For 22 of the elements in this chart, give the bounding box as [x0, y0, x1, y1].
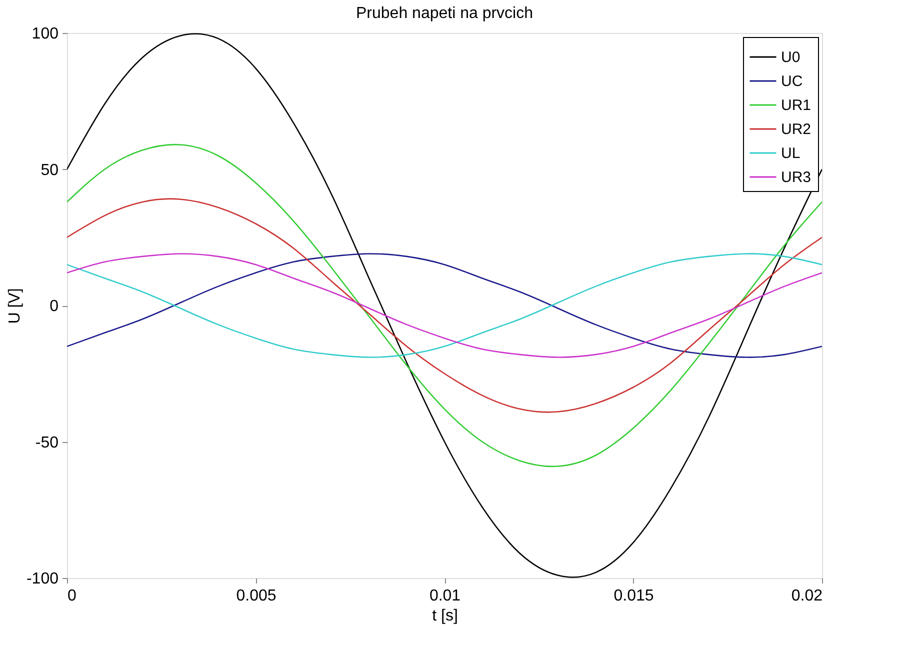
- line-series: [67, 253, 822, 358]
- x-tick-label: 0.01: [429, 588, 461, 604]
- legend-label: UR1: [781, 97, 812, 114]
- x-tick-label: 0: [68, 588, 76, 604]
- legend-label: UR3: [781, 169, 812, 186]
- chart-title: Prubeh napeti na prvcich: [356, 5, 533, 22]
- y-tick-label: 100: [32, 26, 59, 42]
- line-series: [67, 198, 822, 413]
- legend-label: U0: [781, 49, 800, 66]
- y-tick-label: -50: [35, 434, 59, 452]
- x-axis-title: t [s]: [432, 608, 458, 624]
- x-tick-label: 0.02: [791, 588, 823, 604]
- y-tick-label: 50: [40, 162, 59, 179]
- x-tick-label: 0.015: [614, 588, 654, 604]
- y-axis-title: U [V]: [6, 288, 24, 324]
- x-tick-label: 0.005: [236, 588, 276, 604]
- legend-label: UR2: [781, 121, 812, 138]
- y-tick-label: -100: [26, 570, 59, 588]
- y-tick-label: 0: [50, 298, 59, 315]
- legend-label: UL: [781, 145, 800, 162]
- legend-label: UC: [781, 73, 803, 90]
- line-series: [67, 144, 822, 468]
